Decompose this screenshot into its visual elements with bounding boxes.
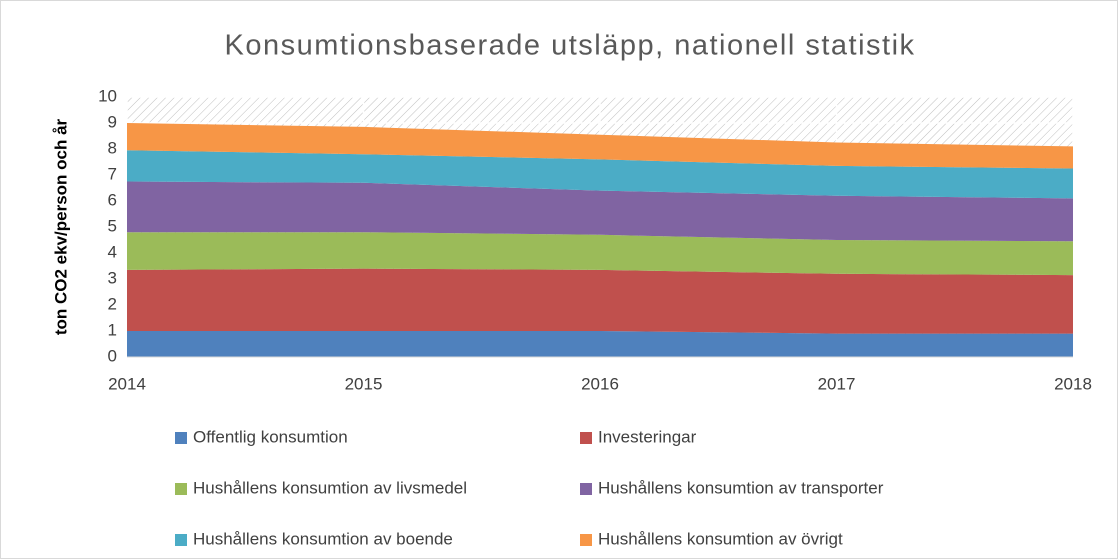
chart-title: Konsumtionsbaserade utsläpp, nationell s… <box>224 30 915 62</box>
x-tick-label: 2014 <box>108 374 146 393</box>
y-tick-label: 7 <box>108 164 117 183</box>
y-tick-label: 5 <box>108 216 117 235</box>
x-tick-label: 2016 <box>581 374 619 393</box>
legend-label: Offentlig konsumtion <box>193 427 348 446</box>
y-tick-label: 6 <box>108 190 117 209</box>
legend-swatch <box>580 483 592 495</box>
y-tick-label: 10 <box>98 86 117 105</box>
area <box>127 123 1073 169</box>
legend-swatch <box>580 534 592 546</box>
y-axis-label: ton CO2 ekv/person och år <box>51 118 70 335</box>
x-tick-label: 2018 <box>1054 374 1092 393</box>
legend-label: Hushållens konsumtion av livsmedel <box>193 478 467 497</box>
y-tick-label: 2 <box>108 294 117 313</box>
area <box>127 232 1073 276</box>
legend-swatch <box>175 534 187 546</box>
x-tick-label: 2017 <box>818 374 856 393</box>
legend-label: Hushållens konsumtion av övrigt <box>598 529 843 548</box>
area <box>127 150 1073 199</box>
area <box>127 331 1073 357</box>
legend-swatch <box>175 483 187 495</box>
legend-label: Hushållens konsumtion av transporter <box>598 478 884 497</box>
y-tick-label: 3 <box>108 268 117 287</box>
y-tick-label: 1 <box>108 320 117 339</box>
legend-label: Investeringar <box>598 427 697 446</box>
y-tick-label: 8 <box>108 138 117 157</box>
y-tick-label: 0 <box>108 346 117 365</box>
legend-label: Hushållens konsumtion av boende <box>193 529 453 548</box>
legend-swatch <box>580 432 592 444</box>
x-tick-label: 2015 <box>345 374 383 393</box>
area <box>127 181 1073 242</box>
y-tick-label: 4 <box>108 242 117 261</box>
legend-swatch <box>175 432 187 444</box>
y-tick-label: 9 <box>108 112 117 131</box>
area <box>127 268 1073 334</box>
